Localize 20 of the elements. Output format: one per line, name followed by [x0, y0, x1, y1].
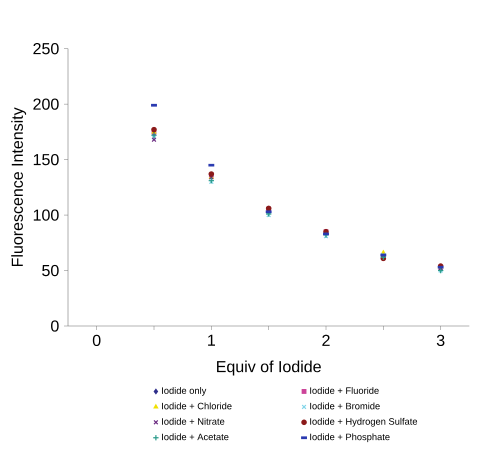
x-axis-title: Equiv of Iodide: [217, 360, 321, 376]
legend-label: Iodide + Hydrogen Sulfate: [310, 418, 418, 427]
y-tick-label: 50: [42, 264, 59, 276]
y-tick-label: 200: [33, 98, 59, 110]
legend-label: Iodide only: [162, 387, 206, 396]
y-tick-label: 250: [33, 43, 59, 54]
legend-label: Iodide + Fluoride: [310, 387, 379, 394]
legend-label: Iodide + Chloride: [162, 402, 232, 410]
y-tick-label: 100: [34, 209, 59, 221]
y-axis-title: Fluorescence Intensity: [11, 107, 26, 266]
x-tick-label: 3: [436, 334, 444, 346]
y-tick-label: 0: [51, 320, 59, 332]
legend-label: Iodide + Phosphate: [310, 433, 390, 442]
x-tick-label: 2: [322, 334, 330, 346]
legend-label: Iodide + Nitrate: [162, 418, 224, 425]
legend-label: Iodide + Acetate: [162, 433, 229, 440]
x-tick-label: 1: [208, 334, 215, 346]
legend-label: Iodide + Bromide: [310, 402, 380, 410]
x-tick-label: 0: [92, 334, 100, 346]
y-tick-label: 150: [34, 154, 59, 166]
